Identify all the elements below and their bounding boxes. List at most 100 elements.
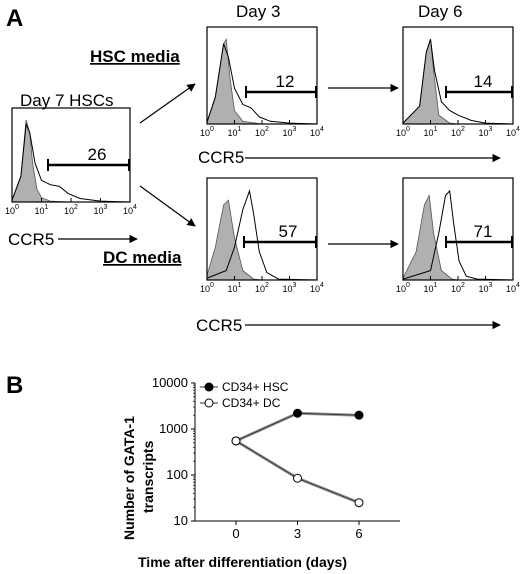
x-tick-label: 10 [479, 128, 489, 138]
x-tick-exponent: 2 [265, 282, 269, 289]
x-tick-label: 10 [451, 284, 461, 294]
x-tick-exponent: 3 [293, 282, 297, 289]
x-tick-label: 10 [200, 128, 210, 138]
day7-hsc-title: Day 7 HSCs [20, 91, 114, 110]
y-tick-label: 10 [174, 513, 188, 528]
histogram-hsc-day3: 10 0 10 1 10 2 10 3 10 412 [200, 26, 324, 138]
sample-histogram [402, 189, 514, 281]
y-tick-label: 100 [166, 467, 188, 482]
x-tick-label: 10 [228, 128, 238, 138]
panel-b-ylabel-line2: transcripts [140, 440, 156, 513]
x-tick-label: 10 [451, 128, 461, 138]
panel-b-label: B [6, 372, 23, 399]
ccr5-label-dc-row: CCR5 [196, 316, 242, 335]
x-tick-exponent: 4 [516, 126, 520, 133]
series-line [235, 440, 360, 504]
x-tick-label: 10 [424, 128, 434, 138]
gate-percent: 14 [474, 72, 493, 91]
day3-header: Day 3 [236, 2, 280, 21]
x-tick-exponent: 2 [461, 126, 465, 133]
gate-percent: 57 [279, 222, 298, 241]
x-tick-exponent: 2 [265, 126, 269, 133]
x-tick-label: 10 [94, 206, 104, 216]
x-tick-label: 3 [294, 526, 301, 541]
x-tick-exponent: 4 [516, 282, 520, 289]
x-tick-exponent: 1 [238, 282, 242, 289]
histogram-dc-day3: 10 0 10 1 10 2 10 3 10 457 [200, 177, 324, 294]
x-tick-label: 10 [479, 284, 489, 294]
ccr5-label-hsc-row: CCR5 [198, 148, 244, 167]
control-histogram [11, 119, 72, 203]
x-tick-label: 0 [232, 526, 239, 541]
x-tick-label: 10 [506, 284, 516, 294]
x-tick-exponent: 0 [210, 126, 214, 133]
gate-percent: 12 [276, 72, 295, 91]
x-tick-exponent: 4 [320, 126, 324, 133]
x-tick-exponent: 0 [406, 282, 410, 289]
series-line-shadow [235, 439, 360, 505]
x-tick-exponent: 1 [45, 204, 49, 211]
sample-histogram [402, 39, 514, 125]
x-tick-exponent: 4 [320, 282, 324, 289]
control-histogram [402, 39, 459, 125]
x-tick-exponent: 0 [406, 126, 410, 133]
x-tick-exponent: 3 [489, 282, 493, 289]
x-tick-label: 10 [35, 206, 45, 216]
data-point [354, 498, 364, 508]
x-tick-label: 10 [5, 206, 15, 216]
x-tick-label: 10 [283, 128, 293, 138]
histogram-dc-day6: 10 0 10 1 10 2 10 3 10 471 [396, 177, 520, 294]
legend-label: CD34+ HSC [222, 380, 289, 394]
sample-histogram [206, 188, 318, 281]
gate-percent: 26 [88, 145, 107, 164]
x-tick-label: 10 [123, 206, 133, 216]
x-tick-label: 10 [200, 284, 210, 294]
x-tick-label: 6 [355, 526, 362, 541]
x-tick-exponent: 4 [133, 204, 137, 211]
x-tick-label: 10 [506, 128, 516, 138]
x-tick-label: 10 [64, 206, 74, 216]
x-tick-label: 10 [310, 284, 320, 294]
x-tick-label: 10 [228, 284, 238, 294]
data-point [231, 436, 241, 446]
x-tick-exponent: 0 [15, 204, 19, 211]
x-tick-label: 10 [255, 284, 265, 294]
y-tick-label: 10000 [152, 375, 188, 390]
x-tick-label: 10 [255, 128, 265, 138]
data-point [293, 473, 302, 483]
arrow-to-hsc-media [139, 83, 196, 124]
gate-percent: 71 [474, 222, 493, 241]
legend-marker [204, 398, 214, 408]
legend-marker [204, 382, 214, 392]
panel-a-label: A [6, 5, 23, 32]
panel-b-ylabel-line1: Number of GATA-1 [121, 416, 137, 540]
x-tick-exponent: 2 [74, 204, 78, 211]
x-tick-label: 10 [396, 284, 406, 294]
control-histogram [402, 194, 459, 281]
ccr5-label-day7: CCR5 [8, 230, 54, 249]
dc-media-label: DC media [103, 248, 182, 267]
x-tick-label: 10 [283, 284, 293, 294]
sample-histogram [11, 122, 131, 203]
y-tick-label: 1000 [159, 421, 188, 436]
x-tick-exponent: 1 [238, 126, 242, 133]
x-tick-label: 10 [396, 128, 406, 138]
x-tick-label: 10 [310, 128, 320, 138]
x-tick-exponent: 1 [434, 282, 438, 289]
day6-header: Day 6 [418, 2, 462, 21]
x-tick-exponent: 0 [210, 282, 214, 289]
data-point [354, 410, 364, 420]
arrow-to-dc-media [139, 185, 196, 227]
x-tick-exponent: 3 [293, 126, 297, 133]
histogram-hsc-day6: 10 0 10 1 10 2 10 3 10 414 [396, 26, 520, 138]
histogram-day7-hsc: 10 0 10 1 10 2 10 3 10 426 [5, 107, 137, 216]
sample-histogram [206, 43, 318, 125]
hsc-media-label: HSC media [90, 47, 180, 66]
x-tick-label: 10 [424, 284, 434, 294]
legend-label: CD34+ DC [222, 396, 281, 410]
x-tick-exponent: 3 [489, 126, 493, 133]
x-tick-exponent: 1 [434, 126, 438, 133]
panel-b-xlabel: Time after differentiation (days) [138, 554, 347, 570]
